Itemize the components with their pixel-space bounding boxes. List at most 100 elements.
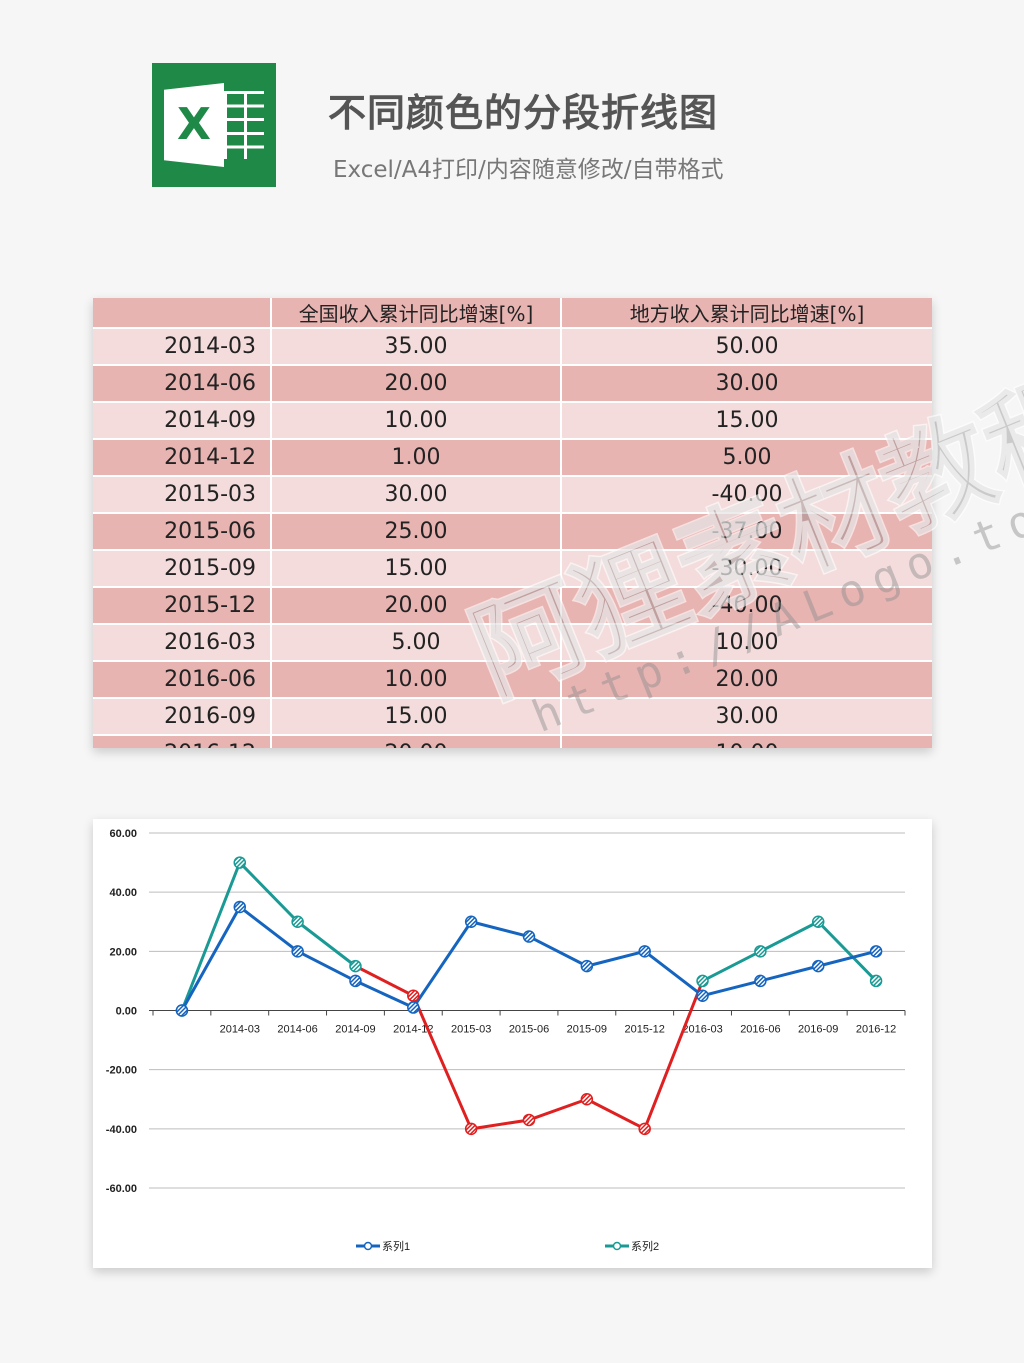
table-row: 2016-09 15.00 30.00 (93, 698, 932, 736)
y-tick-label: -60.00 (106, 1183, 137, 1195)
legend-marker-1 (363, 1241, 373, 1251)
x-tick-label: 2014-03 (220, 1024, 260, 1036)
x-tick-label: 2014-06 (277, 1024, 317, 1036)
x-tick-label: 2015-09 (567, 1024, 607, 1036)
table-row: 2014-03 35.00 50.00 (93, 328, 932, 366)
table-cell-local-value: 5.00 (561, 439, 932, 477)
table-header-row: 全国收入累计同比增速[%] 地方收入累计同比增速[%] (93, 298, 932, 329)
series2-line-segment (296, 920, 357, 968)
table-cell-local-value: 20.00 (561, 661, 932, 699)
y-tick-label: 60.00 (109, 828, 137, 840)
table-cell-national-value: 15.00 (271, 550, 562, 588)
table-cell-national-value: 35.00 (271, 328, 562, 366)
legend-label-2: 系列2 (631, 1239, 659, 1253)
column-header-national: 全国收入累计同比增速[%] (271, 298, 562, 329)
series1-point (638, 945, 651, 958)
table-cell-local-value: -37.00 (561, 513, 932, 551)
y-tick-label: 0.00 (116, 1006, 137, 1018)
series1-point (175, 1004, 189, 1017)
series1-line-segment (758, 964, 820, 983)
table-cell-local-value: 10.00 (561, 624, 932, 662)
table-row: 2015-09 15.00 -30.00 (93, 550, 932, 588)
series1-point (811, 959, 825, 973)
table-row: 2015-12 20.00 -40.00 (93, 587, 932, 625)
series2-line-segment (180, 861, 242, 1012)
table-cell-local-value: 30.00 (561, 365, 932, 403)
table-cell-local-value: 30.00 (561, 698, 932, 736)
series1-line-segment (469, 920, 531, 939)
table-cell-date: 2016-06 (93, 661, 272, 699)
table-row: 2014-12 1.00 5.00 (93, 439, 932, 477)
line-chart: 60.00 40.00 20.00 0.00 -20.00 -40.00 -60.00 201… (93, 819, 932, 1268)
series2-line-segment (469, 1118, 531, 1131)
series2-point (464, 1122, 478, 1136)
chart-svg: 60.00 40.00 20.00 0.00 -20.00 -40.00 -60.00 201… (106, 828, 906, 1253)
x-tick-label: 2015-03 (451, 1024, 491, 1036)
series1-line-segment (585, 949, 647, 968)
series2-point (580, 1093, 594, 1106)
table-cell-national-value: 25.00 (271, 513, 562, 551)
table-cell-national-value: 20.00 (271, 365, 562, 403)
series1-line-segment (527, 935, 589, 968)
x-tick-label: 2014-09 (335, 1024, 375, 1036)
series1-line-segment (701, 979, 762, 998)
series1-line-segment (238, 905, 300, 953)
legend-label-1: 系列1 (382, 1239, 410, 1253)
series1-line-segment (180, 905, 242, 1012)
series1-point (407, 1001, 420, 1014)
series2-point (696, 974, 709, 988)
series2-line-segment (701, 949, 762, 983)
table-cell-local-value: 50.00 (561, 328, 932, 366)
y-tick-label: -20.00 (106, 1065, 137, 1077)
table-cell-local-value: -30.00 (561, 550, 932, 588)
series1-point (464, 915, 478, 928)
table-cell-local-value: 10.00 (561, 735, 932, 748)
series1-point (291, 945, 304, 958)
table-cell-date: 2016-03 (93, 624, 272, 662)
y-tick-label: 20.00 (109, 946, 137, 958)
table-row: 2016-06 10.00 20.00 (93, 661, 932, 699)
x-tick-label: 2015-06 (509, 1024, 549, 1036)
document-icon (164, 83, 224, 167)
x-tick-label: 2016-03 (682, 1024, 722, 1036)
table-row: 2016-03 5.00 10.00 (93, 624, 932, 662)
table-cell-national-value: 20.00 (271, 735, 562, 748)
table-cell-date: 2015-09 (93, 550, 272, 588)
series1-point (233, 900, 247, 914)
series1-point (754, 974, 767, 988)
series1-point (349, 974, 362, 988)
excel-icon: X (152, 63, 276, 187)
series2-line-segment (238, 861, 300, 924)
series1-line-segment (816, 949, 878, 968)
table-cell-date: 2014-12 (93, 439, 272, 477)
table-cell-date: 2014-09 (93, 402, 272, 440)
series2-point (754, 945, 767, 958)
table-cell-national-value: 10.00 (271, 661, 562, 699)
series1-point (580, 959, 594, 973)
table-cell-date: 2016-12 (93, 735, 272, 748)
x-tick-label: 2016-06 (740, 1024, 780, 1036)
table-cell-national-value: 30.00 (271, 476, 562, 514)
series1-line-segment (643, 949, 705, 998)
data-table: 全国收入累计同比增速[%] 地方收入累计同比增速[%] 2014-03 35.00… (93, 298, 932, 748)
data-table-container: 全国收入累计同比增速[%] 地方收入累计同比增速[%] 2014-03 35.00… (93, 298, 932, 748)
series2-line-segment (411, 994, 473, 1131)
table-cell-date: 2014-03 (93, 328, 272, 366)
series2-point (233, 856, 247, 869)
table-row: 2015-06 25.00 -37.00 (93, 513, 932, 551)
series2-line-segment (353, 964, 415, 998)
y-tick-label: 40.00 (109, 887, 137, 899)
table-row: 2014-06 20.00 30.00 (93, 365, 932, 403)
series1-line-segment (296, 949, 357, 983)
series2-point (522, 1113, 536, 1127)
header: X 不同颜色的分段折线图 Excel/A4打印/内容随意修改/自带格式 (0, 0, 1024, 230)
column-header-local: 地方收入累计同比增速[%] (561, 298, 932, 329)
x-tick-label: 2016-12 (856, 1024, 896, 1036)
series2-point (811, 915, 825, 928)
table-cell-national-value: 1.00 (271, 439, 562, 477)
series1-point (696, 989, 709, 1002)
table-cell-national-value: 10.00 (271, 402, 562, 440)
series1-line-segment (411, 920, 473, 1010)
legend-marker-2 (612, 1241, 622, 1251)
table-cell-local-value: 15.00 (561, 402, 932, 440)
